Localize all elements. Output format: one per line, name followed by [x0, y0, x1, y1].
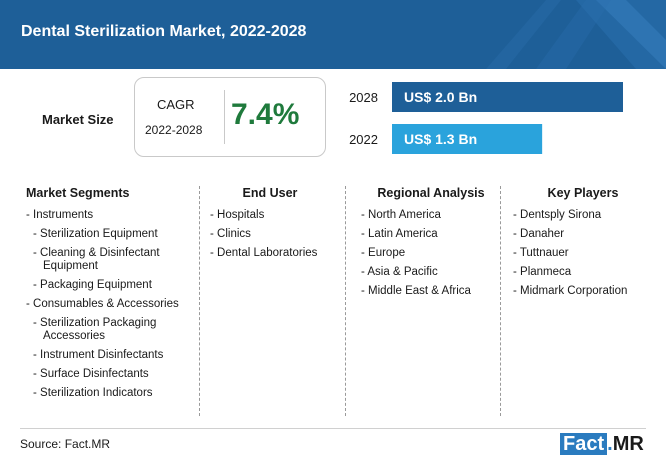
key-players-list: - Dentsply Sirona - Danaher - Tuttnauer - P… [513, 209, 653, 298]
bar [392, 124, 543, 154]
end-user-list: - Hospitals - Clinics - Dental Laboratorie… [210, 209, 330, 260]
end-user-heading: End User [242, 186, 298, 200]
list-item: - Instrument Disinfectants [33, 349, 164, 361]
bar-value-label: US$ 1.3 Bn [404, 131, 477, 147]
regional-column: Regional Analysis - North America - Latin… [361, 186, 501, 304]
source-note: Source: Fact.MR [20, 437, 111, 451]
list-item: - Clinics [210, 228, 251, 240]
list-item: - Sterilization Indicators [33, 387, 153, 399]
bar-year-label: 2022 [349, 132, 378, 147]
brand-logo: Fact .MR [560, 433, 644, 456]
cagr-box: CAGR 2022-2028 7.4% [134, 77, 326, 157]
list-item: - Consumables & Accessories [26, 298, 179, 310]
segments-list: - Instruments - Sterilization Equipment - … [26, 209, 196, 400]
column-divider [199, 186, 200, 416]
bar-year-label: 2028 [349, 90, 378, 105]
market-size-label: Market Size [42, 112, 114, 127]
key-players-heading: Key Players [547, 186, 619, 200]
list-item: - Hospitals [210, 209, 265, 221]
list-item: - Latin America [361, 228, 438, 240]
list-item: - Sterilization Equipment [33, 228, 158, 240]
regional-heading: Regional Analysis [377, 186, 485, 200]
info-columns: Market Segments - Instruments - Steriliza… [0, 186, 666, 426]
list-item: - Dental Laboratories [210, 247, 318, 259]
bar-value-label: US$ 2.0 Bn [404, 89, 477, 105]
cagr-period: 2022-2028 [145, 123, 203, 137]
regional-list: - North America - Latin America - Europe - … [361, 209, 501, 298]
key-players-column: Key Players - Dentsply Sirona - Danaher - … [513, 186, 653, 304]
list-item: - Dentsply Sirona [513, 209, 602, 221]
page-title: Dental Sterilization Market, 2022-2028 [21, 23, 307, 40]
list-item: - Europe [361, 247, 406, 259]
cagr-value: 7.4% [231, 98, 300, 131]
cagr-label: CAGR [157, 97, 195, 112]
list-item: - Tuttnauer [513, 247, 569, 259]
column-divider [500, 186, 501, 416]
list-item: - Cleaning & Disinfectant Equipment [33, 247, 160, 272]
end-user-column: End User - Hospitals - Clinics - Dental La… [210, 186, 330, 266]
list-item: - North America [361, 209, 441, 221]
list-item: - Instruments [26, 209, 94, 221]
list-item: - Midmark Corporation [513, 285, 628, 297]
list-item: - Middle East & Africa [361, 285, 471, 297]
list-item: - Planmeca [513, 266, 572, 278]
list-item: - Danaher [513, 228, 565, 240]
header-banner: Dental Sterilization Market, 2022-2028 [0, 0, 666, 69]
decorative-pattern [486, 0, 666, 69]
list-item: - Sterilization Packaging Accessories [33, 317, 157, 342]
list-item: - Asia & Pacific [361, 266, 438, 278]
list-item: - Surface Disinfectants [33, 368, 149, 380]
footer-divider [20, 428, 646, 429]
cagr-divider [224, 90, 225, 144]
bar [392, 82, 623, 112]
segments-heading: Market Segments [26, 186, 130, 200]
list-item: - Packaging Equipment [33, 279, 152, 291]
column-divider [345, 186, 346, 416]
market-size-chart: 2028 US$ 2.0 Bn 2022 US$ 1.3 Bn [349, 82, 623, 154]
segments-column: Market Segments - Instruments - Steriliza… [26, 186, 196, 406]
